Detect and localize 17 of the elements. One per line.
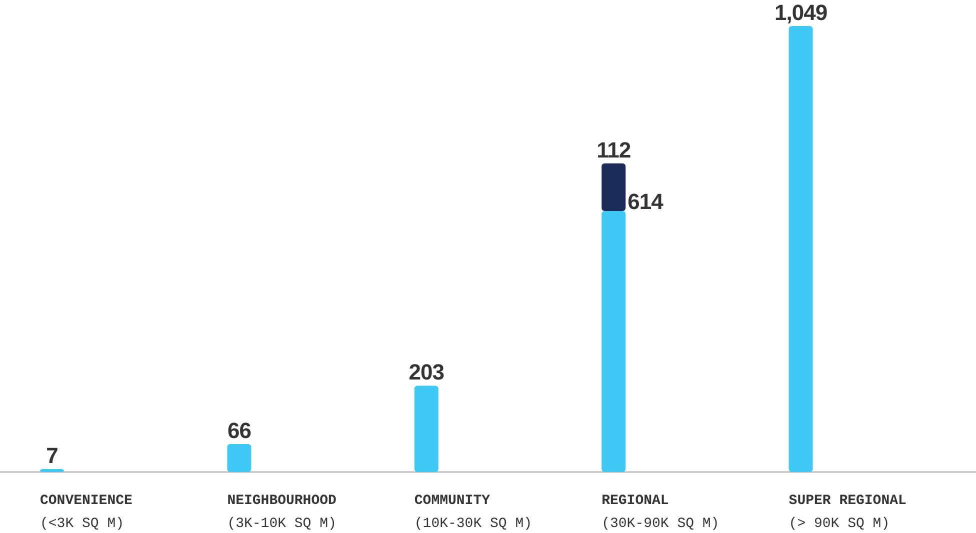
x-tick-label: COMMUNITY (10K-30K SQ M): [414, 493, 532, 532]
x-tick-label: CONVENIENCE (<3K SQ M): [40, 493, 132, 532]
data-label: 66: [227, 418, 252, 443]
data-label: 614: [628, 188, 664, 214]
x-tick-label: NEIGHBOURHOOD (3K-10K SQ M): [227, 493, 336, 532]
x-tick-label: SUPER REGIONAL (> 90K SQ M): [788, 493, 906, 532]
bar: [227, 444, 252, 472]
bar: [414, 386, 438, 472]
bar: [602, 163, 626, 211]
bar: [40, 469, 64, 472]
data-label: 203: [408, 360, 444, 385]
data-label: 112: [596, 137, 631, 162]
bar: [788, 26, 813, 472]
data-label: 7: [46, 443, 58, 468]
bar: [602, 210, 626, 472]
x-tick-label: REGIONAL (30K-90K SQ M): [602, 493, 720, 532]
data-label: 1,049: [774, 0, 828, 25]
